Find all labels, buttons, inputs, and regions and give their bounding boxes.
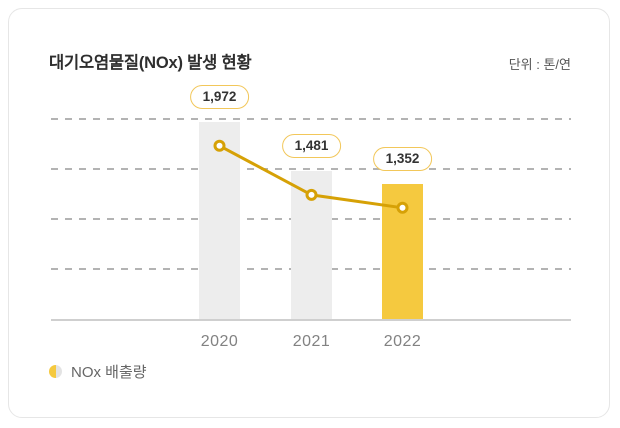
x-label-2020: 2020 — [200, 333, 239, 350]
legend-marker-icon — [49, 365, 62, 378]
x-label-2022: 2022 — [383, 333, 422, 350]
bar-2022 — [382, 183, 423, 319]
legend-label: NOx 배출량 — [71, 364, 147, 381]
gridline-1500 — [51, 168, 571, 170]
bar-2021 — [291, 170, 332, 319]
x-axis-line — [51, 319, 571, 321]
gridline-2000 — [51, 118, 571, 120]
bar-2020 — [199, 121, 240, 319]
value-label-2021: 1,481 — [281, 133, 342, 158]
unit-label: 단위 : 톤/연 — [508, 57, 571, 72]
x-label-2021: 2021 — [292, 333, 331, 350]
value-label-2022: 1,352 — [372, 146, 433, 171]
value-label-2020: 1,972 — [189, 84, 250, 109]
legend: NOx 배출량 — [49, 361, 147, 382]
chart-title: 대기오염물질(NOx) 발생 현황 — [49, 54, 252, 72]
chart-plot: 1,972 2020 1,481 2021 1,352 2022 — [9, 9, 609, 417]
chart-card: 대기오염물질(NOx) 발생 현황 단위 : 톤/연 1,972 2020 1,48… — [8, 8, 610, 418]
